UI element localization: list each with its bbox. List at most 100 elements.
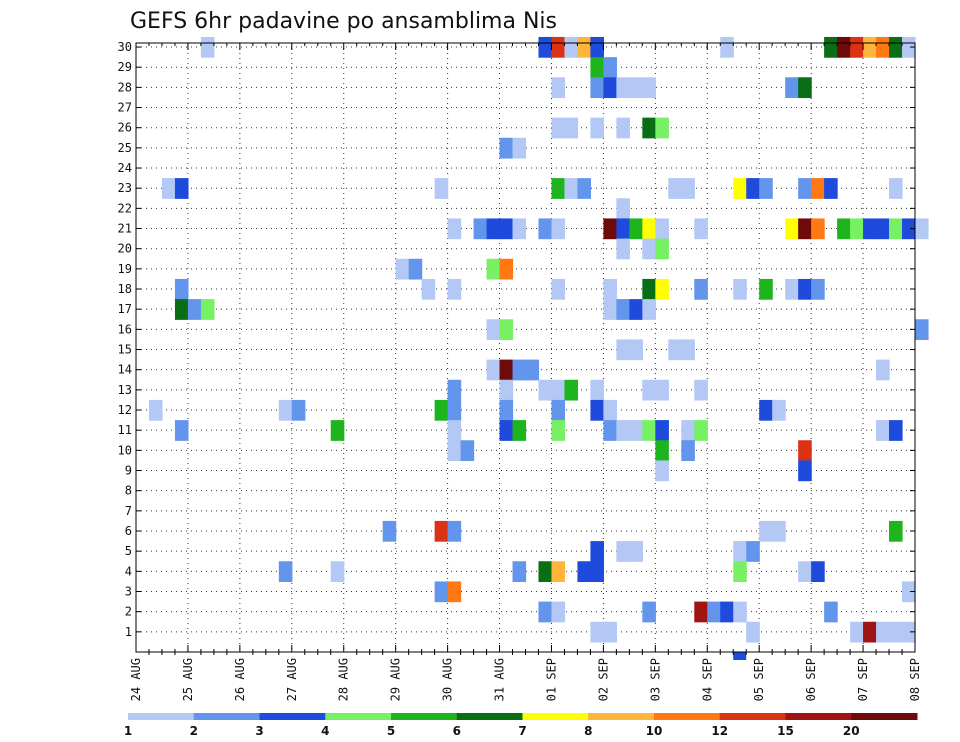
heatmap-cell	[642, 379, 656, 401]
heatmap-cell	[655, 117, 669, 139]
heatmap-cell	[538, 379, 553, 401]
heatmap-cell	[551, 601, 566, 623]
y-tick-label: 30	[118, 40, 132, 54]
heatmap-cell	[382, 520, 397, 542]
heatmap-cell	[889, 218, 903, 240]
heatmap-cell	[434, 581, 449, 603]
heatmap-cell	[642, 218, 656, 240]
heatmap-cell	[694, 379, 708, 401]
heatmap-cell	[681, 420, 695, 441]
y-axis: 1234567891011121314151617181920212223242…	[118, 40, 915, 639]
heatmap-cell	[564, 379, 579, 401]
y-tick-label: 28	[118, 80, 132, 94]
heatmap-cell	[447, 420, 462, 441]
heatmap-cell	[733, 541, 747, 562]
heatmap-cell	[590, 117, 604, 139]
heatmap-cell	[551, 77, 566, 99]
x-tick-label: 31 AUG	[493, 658, 507, 701]
heatmap-cell	[876, 36, 890, 58]
y-tick-label: 1	[125, 625, 132, 639]
x-tick-label: 06 SEP	[804, 658, 818, 701]
x-tick-label: 25 AUG	[181, 658, 195, 701]
y-tick-label: 19	[118, 262, 132, 276]
heatmap-cell	[694, 278, 708, 300]
heatmap-cell	[876, 218, 890, 240]
heatmap-cell	[499, 359, 514, 381]
heatmap-cell	[551, 218, 566, 240]
heatmap-cell	[655, 420, 669, 441]
heatmap-cell	[590, 57, 604, 78]
heatmap-cell	[798, 460, 812, 482]
heatmap-cell	[551, 379, 566, 401]
heatmap-cell	[486, 218, 501, 240]
heatmap-cell	[837, 36, 851, 58]
y-tick-label: 23	[118, 181, 132, 195]
heatmap-cell	[889, 36, 903, 58]
x-tick-label: 02 SEP	[596, 658, 610, 701]
heatmap-cell	[642, 77, 656, 99]
heatmap-cell	[876, 621, 890, 643]
y-tick-label: 9	[125, 464, 132, 478]
heatmap-cell	[889, 420, 903, 441]
heatmap-cell	[785, 278, 799, 300]
heatmap-cell	[512, 420, 527, 441]
heatmap-cell	[642, 299, 656, 320]
heatmap-cell	[499, 319, 514, 341]
plot-frame	[135, 42, 916, 653]
colorbar-tick-label: 2	[190, 724, 198, 738]
heatmap-cell	[447, 399, 462, 421]
heatmap-cell	[733, 601, 747, 623]
heatmap-cell	[902, 218, 916, 240]
heatmap-cell	[538, 601, 553, 623]
heatmap-cell	[811, 278, 825, 300]
colorbar-segment	[785, 713, 852, 720]
heatmap-cell	[759, 399, 773, 421]
heatmap-cell	[161, 178, 176, 199]
heatmap-cell	[590, 621, 604, 643]
heatmap-cell	[850, 36, 864, 58]
heatmap-cell	[824, 178, 838, 199]
x-tick-label: 26 AUG	[233, 658, 247, 701]
heatmap-cell	[876, 420, 890, 441]
heatmap-cell	[772, 399, 786, 421]
heatmap-cell	[603, 57, 617, 78]
heatmap-cell	[421, 278, 436, 300]
colorbar-tick-label: 7	[518, 724, 526, 738]
heatmap-cell	[551, 178, 566, 199]
heatmap-cell	[798, 278, 812, 300]
colorbar-tick-label: 20	[843, 724, 860, 738]
x-tick-label: 24 AUG	[129, 658, 143, 701]
heatmap-cell	[798, 440, 812, 462]
colorbar-segment	[259, 713, 326, 720]
y-tick-label: 11	[118, 423, 132, 437]
y-tick-label: 24	[118, 161, 132, 175]
colorbar-tick-label: 1	[124, 724, 132, 738]
heatmap-cell	[863, 621, 877, 643]
colorbar-tick-label: 10	[646, 724, 663, 738]
heatmap-cell	[564, 36, 579, 58]
chart-title: GEFS 6hr padavine po ansamblima Nis	[130, 9, 557, 34]
y-tick-label: 20	[118, 242, 132, 256]
heatmap-cell	[187, 299, 202, 320]
x-tick-label: 01 SEP	[544, 658, 558, 701]
heatmap-cell	[642, 238, 656, 260]
colorbar-segment	[128, 713, 195, 720]
heatmap-cell	[889, 178, 903, 199]
heatmap-cell	[629, 541, 643, 562]
y-tick-label: 16	[118, 322, 132, 336]
heatmap-cell	[733, 561, 747, 583]
heatmap-cell	[642, 278, 656, 300]
heatmap-cell	[902, 36, 916, 58]
heatmap-cell	[330, 420, 345, 441]
heatmap-cell	[655, 460, 669, 482]
heatmap-cell	[889, 520, 903, 542]
heatmap-cell	[447, 581, 462, 603]
heatmap-cell	[655, 278, 669, 300]
y-tick-label: 21	[118, 222, 132, 236]
x-tick-label: 30 AUG	[441, 658, 455, 701]
y-tick-label: 18	[118, 282, 132, 296]
heatmap-cell	[174, 299, 189, 320]
heatmap-cell	[642, 601, 656, 623]
y-tick-label: 3	[125, 585, 132, 599]
